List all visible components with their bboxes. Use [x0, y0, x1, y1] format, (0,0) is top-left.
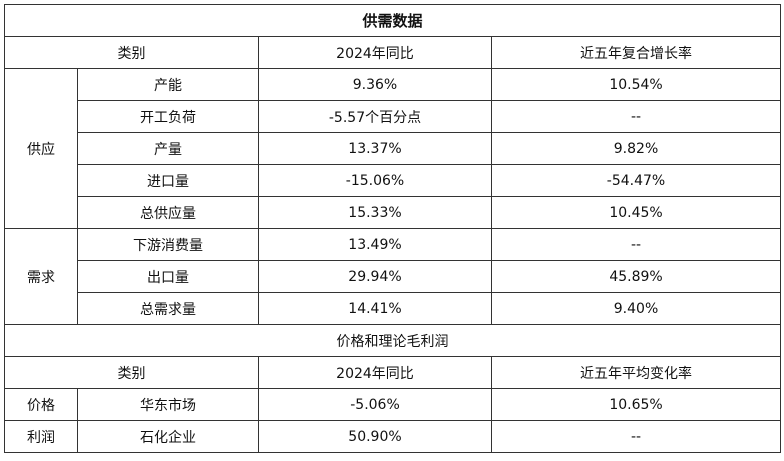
table-title: 供需数据: [3, 4, 782, 37]
row-yoy: 50.90%: [258, 420, 492, 453]
section2-title: 价格和理论毛利润: [3, 324, 782, 357]
row-item: 华东市场: [77, 388, 259, 421]
section2-header-category: 类别: [4, 356, 259, 389]
table-row: 供应 产能 9.36% 10.54%: [4, 68, 782, 229]
row-item: 石化企业: [77, 420, 259, 453]
row-yoy: 9.36%: [258, 68, 492, 101]
table-row: 价格 华东市场 -5.06% 10.65%: [4, 388, 782, 421]
row-item: 产量: [77, 132, 259, 165]
header-yoy: 2024年同比: [258, 36, 492, 69]
table-row: 出口量 29.94% 45.89%: [5, 260, 782, 293]
row-yoy: 14.41%: [258, 292, 492, 325]
row-cagr: 9.82%: [490, 132, 782, 165]
supply-demand-table: 供需数据 类别 2024年同比 近五年复合增长率 供应 产能 9.36% 10.…: [3, 4, 782, 453]
row-item: 下游消费量: [77, 228, 259, 261]
row-item: 总供应量: [77, 196, 259, 229]
row-yoy: -5.57个百分点: [258, 100, 492, 133]
row-yoy: -15.06%: [258, 164, 492, 197]
table-row: 需求 下游消费量 13.49% --: [4, 228, 782, 325]
header-category: 类别: [4, 36, 259, 69]
row-cagr: --: [490, 100, 782, 133]
row-yoy: 29.94%: [258, 260, 492, 293]
row-item: 产能: [77, 68, 259, 101]
group-profit: 利润: [4, 420, 78, 453]
row-yoy: 13.37%: [258, 132, 492, 165]
section2-header-yoy: 2024年同比: [258, 356, 492, 389]
row-item: 进口量: [77, 164, 259, 197]
row-cagr: 45.89%: [490, 260, 782, 293]
row-yoy: 15.33%: [258, 196, 492, 229]
row-cagr: 10.54%: [490, 68, 782, 101]
row-cagr: --: [490, 228, 782, 261]
row-cagr: 9.40%: [490, 292, 782, 325]
table-row: 总供应量 15.33% 10.45%: [5, 196, 782, 229]
row-cagr: -54.47%: [490, 164, 782, 197]
table-row: 总需求量 14.41% 9.40%: [5, 292, 782, 325]
group-price: 价格: [4, 388, 78, 421]
row-item: 总需求量: [77, 292, 259, 325]
row-avg: 10.65%: [490, 388, 782, 421]
row-yoy: 13.49%: [258, 228, 492, 261]
section2-header-avg: 近五年平均变化率: [490, 356, 782, 389]
row-yoy: -5.06%: [258, 388, 492, 421]
row-avg: --: [490, 420, 782, 453]
group-demand: 需求: [4, 228, 78, 325]
row-item: 出口量: [77, 260, 259, 293]
table-row: 产量 13.37% 9.82%: [5, 132, 782, 165]
group-supply: 供应: [4, 68, 78, 229]
table-row: 开工负荷 -5.57个百分点 --: [5, 100, 782, 133]
row-cagr: 10.45%: [490, 196, 782, 229]
table-row: 利润 石化企业 50.90% --: [4, 420, 782, 453]
table-row: 进口量 -15.06% -54.47%: [5, 164, 782, 197]
header-cagr: 近五年复合增长率: [490, 36, 782, 69]
row-item: 开工负荷: [77, 100, 259, 133]
